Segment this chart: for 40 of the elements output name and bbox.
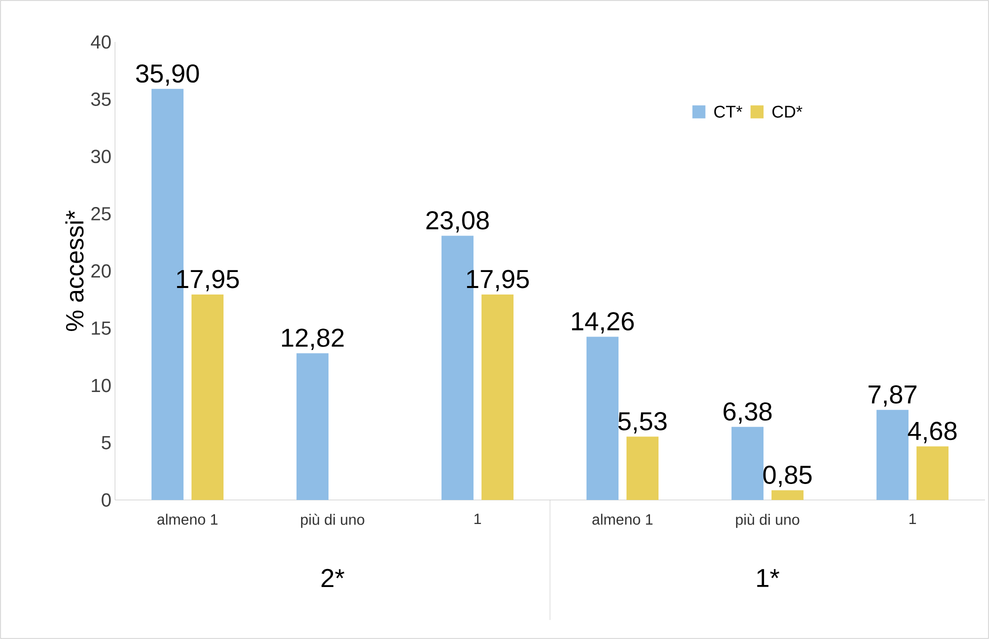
- data-label: 23,08: [426, 211, 489, 233]
- bar: [626, 436, 659, 500]
- y-tick-label: 15: [92, 322, 111, 335]
- y-tick-label: 25: [91, 207, 111, 220]
- y-axis-title: % accessi*: [65, 210, 84, 331]
- x-tick-label: almeno 1: [592, 514, 652, 525]
- legend-label: CD*: [772, 106, 802, 118]
- data-label: 6,38: [724, 402, 772, 424]
- x-tick-label: più di uno: [301, 514, 364, 528]
- y-tick-label: 20: [91, 264, 111, 278]
- data-label: 7,87: [868, 385, 916, 407]
- bar: [192, 294, 224, 500]
- x-tick-label: 1: [474, 514, 481, 524]
- text: 2*: [322, 568, 344, 588]
- legend-label: CT*: [714, 106, 742, 118]
- bar: [296, 353, 329, 500]
- y-tick-label: 30: [91, 150, 111, 164]
- y-tick-label: 35: [91, 92, 111, 106]
- bar: [876, 410, 909, 500]
- x-tick-label: più di uno: [736, 514, 800, 528]
- data-label: 17,95: [467, 270, 529, 292]
- x-tick-label: almeno 1: [157, 514, 218, 525]
- bar: [916, 446, 949, 500]
- y-tick-label: 0: [102, 493, 111, 507]
- y-tick-label: 40: [90, 35, 111, 49]
- data-label: 5,53: [618, 412, 667, 434]
- data-label: 35,90: [136, 64, 199, 86]
- bar: [772, 490, 804, 500]
- data-label: 0,85: [763, 466, 812, 488]
- data-label: 12,82: [282, 328, 344, 350]
- x-tick-label: 1: [909, 514, 916, 524]
- bar: [482, 294, 514, 500]
- data-label: 4,68: [908, 422, 957, 444]
- data-label: 17,95: [177, 270, 239, 292]
- data-label: 14,26: [572, 312, 634, 334]
- y-tick-label: 10: [92, 378, 111, 392]
- y-tick-label: 5: [102, 436, 111, 450]
- bar: [732, 426, 764, 500]
- text: 1*: [757, 569, 780, 587]
- bar: [586, 336, 619, 500]
